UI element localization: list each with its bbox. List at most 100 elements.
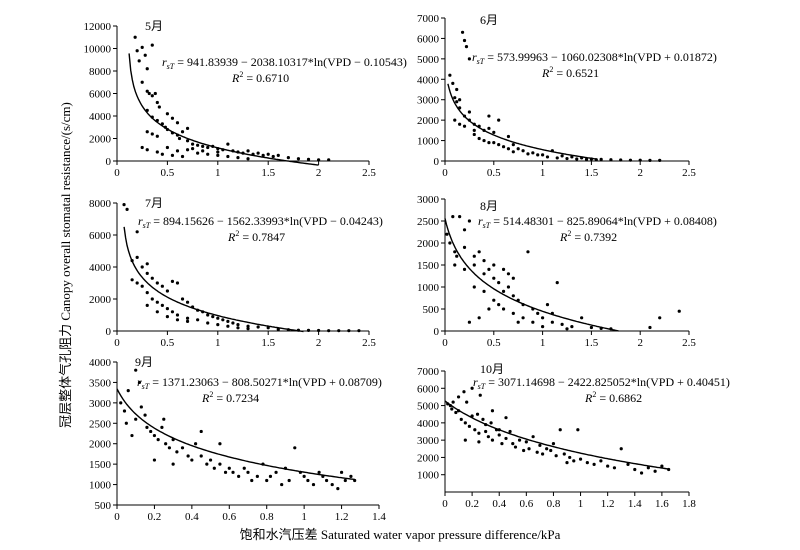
x-tick-label: 0 [442, 498, 448, 510]
data-point [462, 38, 467, 43]
data-point [227, 466, 231, 470]
data-point [150, 276, 154, 280]
data-point [453, 263, 457, 267]
data-point [549, 448, 553, 453]
data-point [541, 316, 545, 320]
data-point [481, 417, 485, 421]
data-point [171, 462, 175, 466]
r-squared: R2 = 0.6521 [541, 65, 599, 80]
data-point [475, 412, 480, 416]
data-point [261, 153, 265, 157]
y-tick-label: 0 [434, 156, 440, 168]
data-point [506, 272, 511, 276]
y-axis-label: 冠层整体气孔阻力 Canopy overall stomatal resista… [58, 102, 73, 428]
data-point [194, 442, 198, 446]
data-point [508, 429, 512, 434]
data-point [177, 136, 182, 141]
data-point [646, 466, 650, 470]
data-point [467, 110, 471, 114]
data-point [135, 281, 139, 285]
data-point [135, 230, 139, 234]
data-point [462, 228, 467, 232]
data-point [155, 100, 159, 105]
fit-equation: rsT = 941.83939 − 2038.10317*ln(VPD − 0.… [162, 55, 407, 71]
y-tick-label: 1000 [417, 136, 440, 148]
data-point [145, 262, 149, 266]
month-label: 8月 [480, 199, 498, 213]
data-point [572, 459, 576, 463]
data-point [226, 142, 230, 146]
data-point [511, 150, 515, 154]
data-point [472, 263, 476, 267]
data-point [265, 478, 269, 483]
data-point [185, 319, 190, 323]
x-tick-label: 2.5 [362, 337, 376, 349]
data-point [306, 478, 310, 483]
data-point [497, 118, 501, 122]
data-point [175, 149, 180, 153]
x-tick-label: 0.4 [492, 498, 506, 510]
data-point [276, 153, 280, 157]
data-point [453, 250, 457, 254]
y-tick-label: 7000 [417, 13, 440, 25]
data-point [140, 80, 144, 84]
data-point [619, 447, 623, 451]
data-point [236, 323, 240, 327]
y-tick-label: 8000 [89, 198, 112, 210]
data-point [165, 112, 169, 116]
data-point [180, 297, 185, 301]
data-point [464, 45, 469, 49]
data-point [122, 203, 126, 207]
data-point [152, 458, 157, 462]
x-tick-label: 2 [637, 337, 643, 349]
data-point [180, 446, 185, 450]
y-tick-label: 2000 [417, 452, 440, 464]
data-point [143, 53, 147, 57]
x-tick-label: 0.8 [547, 498, 561, 510]
y-tick-label: 4000 [89, 111, 112, 123]
data-point [609, 158, 613, 162]
data-point [130, 433, 134, 438]
data-point [145, 271, 149, 275]
data-point [317, 328, 321, 333]
data-point [638, 158, 642, 162]
data-point [164, 442, 168, 446]
data-point [216, 316, 220, 320]
data-point [185, 300, 190, 304]
data-point [122, 409, 127, 413]
data-point [226, 154, 230, 159]
data-point [458, 98, 462, 102]
data-point [266, 152, 270, 156]
data-point [165, 307, 169, 311]
data-point [497, 143, 501, 147]
data-point [150, 43, 154, 47]
data-point [337, 329, 341, 333]
data-point [463, 438, 467, 442]
data-point [501, 145, 506, 149]
data-point [472, 132, 476, 137]
data-point [134, 368, 138, 372]
fit-curve [444, 400, 669, 470]
y-tick-label: 0 [106, 156, 112, 168]
x-tick-label: 0 [442, 167, 448, 179]
data-point [570, 155, 574, 159]
fit-curve [444, 218, 619, 332]
x-tick-label: 1.5 [585, 337, 599, 349]
data-point [274, 470, 278, 474]
data-point [570, 325, 574, 329]
data-point [199, 429, 203, 434]
data-point [327, 329, 331, 333]
panel-6: 0 0.2 0.4 0.6 0.8 1 1.2 1.4 1.6 1.8 1000 2000 3000 40… [417, 362, 730, 510]
data-point [589, 325, 594, 330]
x-axis-label: 饱和水汽压差 Saturated water vapor pressure di… [240, 527, 561, 542]
data-point [473, 428, 477, 432]
data-point [196, 318, 200, 322]
data-point [223, 470, 228, 474]
data-point [165, 145, 169, 150]
data-point [459, 417, 463, 421]
y-tick-label: 2000 [89, 294, 112, 306]
data-point [513, 445, 518, 449]
data-point [311, 482, 316, 487]
month-label: 6月 [480, 13, 498, 27]
data-point [472, 254, 476, 258]
